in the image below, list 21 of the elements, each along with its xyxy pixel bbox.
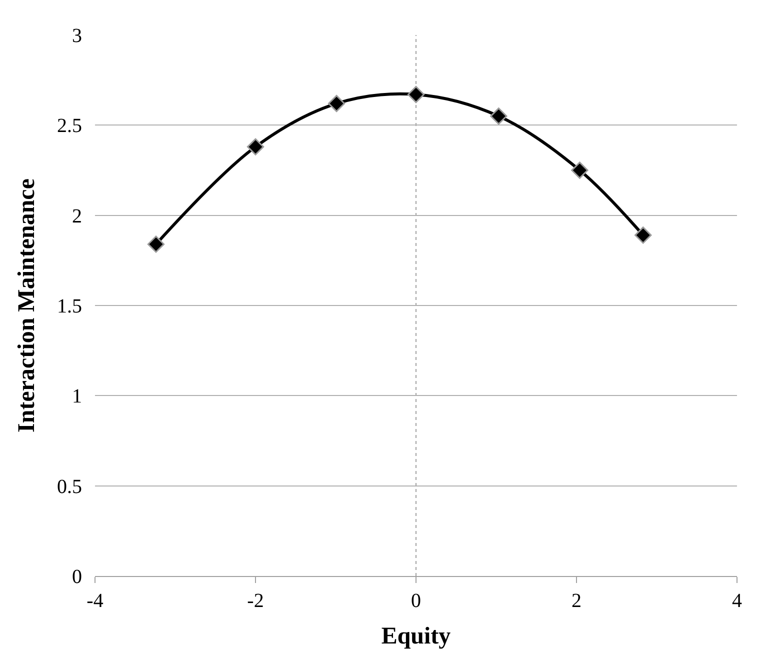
point	[571, 162, 588, 179]
x-axis-title: Equity	[381, 623, 451, 650]
x-tick-label: -4	[86, 590, 104, 612]
y-tick-label: 0	[72, 566, 82, 588]
x-tick-label: 4	[732, 590, 742, 612]
point	[407, 86, 425, 104]
point	[634, 226, 652, 244]
x-tick-label: -2	[247, 590, 264, 612]
x-tick-label: 0	[411, 590, 421, 612]
y-tick-label: 3	[72, 25, 82, 47]
x-tick-label: 2	[572, 590, 582, 612]
point	[147, 236, 165, 253]
y-tick-label: 0.5	[57, 476, 82, 498]
y-tick-label: 1	[72, 386, 82, 408]
y-tick-label: 2	[72, 205, 82, 228]
y-axis-title: Interaction Maintenance	[14, 178, 40, 432]
y-tick-label: 2.5	[57, 115, 82, 138]
point	[328, 94, 346, 112]
point	[490, 108, 508, 125]
y-tick-label: 1.5	[57, 296, 82, 318]
point	[246, 138, 264, 156]
